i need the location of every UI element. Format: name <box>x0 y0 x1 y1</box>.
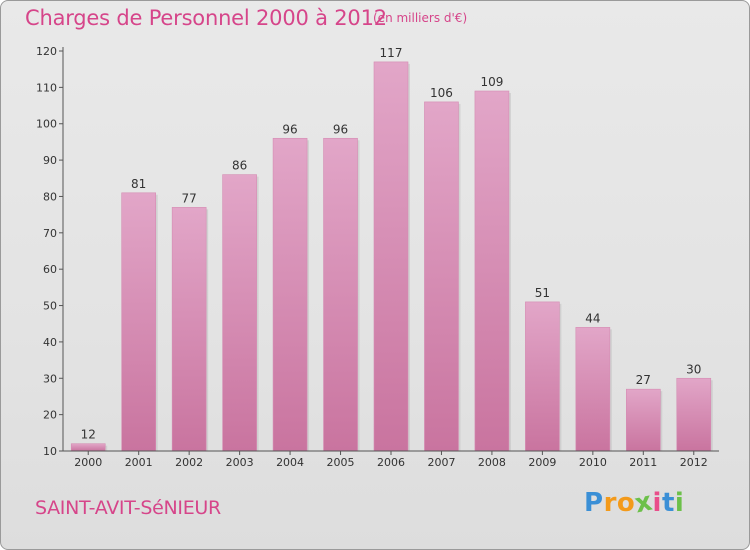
data-label-2004: 96 <box>282 122 297 136</box>
x-tick-2001: 2001 <box>125 456 153 469</box>
data-label-2011: 27 <box>636 373 651 387</box>
bars-layer: 12 81 77 86 96 96 117 106 109 51 44 27 30 <box>70 46 713 452</box>
y-tick-90: 90 <box>43 154 57 167</box>
commune-name: SAINT-AVIT-SéNIEUR <box>35 497 221 519</box>
y-tick-50: 50 <box>43 300 57 313</box>
x-tick-2008: 2008 <box>478 456 506 469</box>
y-tick-120: 120 <box>36 45 57 58</box>
bar-2005 <box>323 137 358 452</box>
bar-2006 <box>373 61 409 452</box>
data-label-2005: 96 <box>333 122 348 136</box>
y-tick-30: 30 <box>43 372 57 385</box>
bar-2001 <box>121 192 156 452</box>
y-tick-110: 110 <box>36 81 57 94</box>
bar-2012 <box>676 377 712 452</box>
proxiti-logo: Proxiti <box>584 487 685 520</box>
data-label-2003: 86 <box>232 159 247 173</box>
x-tick-2010: 2010 <box>579 456 607 469</box>
data-label-2012: 30 <box>686 362 701 376</box>
y-tick-80: 80 <box>43 190 57 203</box>
data-label-2006: 117 <box>380 46 403 60</box>
x-tick-2005: 2005 <box>327 456 355 469</box>
logo-letter: t <box>661 488 675 518</box>
chart-subtitle: (en milliers d'€) <box>373 11 468 25</box>
x-tick-2007: 2007 <box>427 456 455 469</box>
logo-letter: i <box>652 488 662 518</box>
logo-letter: o <box>616 488 636 518</box>
x-tick-2009: 2009 <box>528 456 556 469</box>
data-label-2001: 81 <box>131 177 146 191</box>
y-tick-10: 10 <box>43 445 57 458</box>
y-tick-60: 60 <box>43 263 57 276</box>
bar-2011 <box>626 388 661 452</box>
bar-2004 <box>272 137 308 452</box>
data-label-2002: 77 <box>182 191 197 205</box>
x-tick-2012: 2012 <box>680 456 708 469</box>
x-tick-2002: 2002 <box>175 456 203 469</box>
axis-layer: 2000 2001 2002 2003 2004 2005 2006 2007 2008 2009… <box>36 45 719 469</box>
data-label-2000: 12 <box>81 428 96 442</box>
x-tick-2000: 2000 <box>74 456 102 469</box>
data-label-2009: 51 <box>535 286 550 300</box>
logo-letter: P <box>584 488 604 518</box>
logo-letter: i <box>674 488 685 518</box>
x-tick-2004: 2004 <box>276 456 304 469</box>
bar-2009 <box>525 301 560 452</box>
bar-2007 <box>424 101 459 452</box>
y-tick-20: 20 <box>43 409 57 422</box>
bar-2000 <box>70 443 106 452</box>
y-tick-40: 40 <box>43 336 57 349</box>
y-tick-100: 100 <box>36 118 57 131</box>
bar-2003 <box>222 174 257 452</box>
bar-2002 <box>171 207 207 452</box>
bar-2010 <box>575 327 611 452</box>
chart-title: Charges de Personnel 2000 à 2012 <box>25 6 387 30</box>
x-tick-2003: 2003 <box>226 456 254 469</box>
x-tick-2006: 2006 <box>377 456 405 469</box>
data-label-2007: 106 <box>430 86 453 100</box>
data-label-2008: 109 <box>480 75 503 89</box>
y-tick-70: 70 <box>43 227 57 240</box>
x-tick-2011: 2011 <box>629 456 657 469</box>
logo-letter: r <box>603 488 617 518</box>
data-label-2010: 44 <box>585 311 600 325</box>
bar-2008 <box>474 90 510 452</box>
